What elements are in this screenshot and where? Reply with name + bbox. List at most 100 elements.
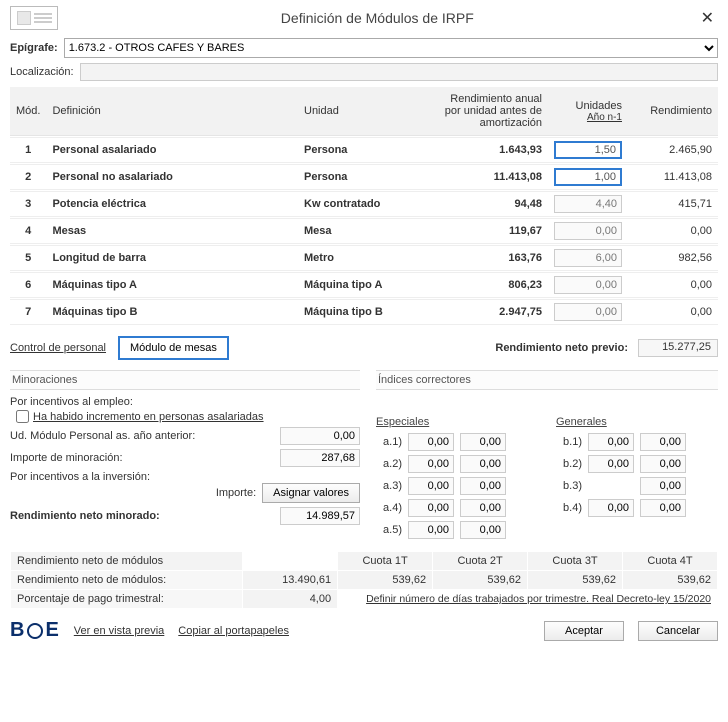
mod-unidades-input[interactable] (554, 276, 622, 294)
rn-modulos-label: Rendimiento neto de módulos: (11, 571, 243, 590)
epigrafe-select[interactable]: 1.673.2 - OTROS CAFES Y BARES (64, 38, 718, 58)
index-val2[interactable] (640, 433, 686, 451)
localizacion-input[interactable] (80, 63, 718, 81)
index-row: a.2) (376, 455, 506, 473)
index-val2[interactable] (460, 499, 506, 517)
index-val1[interactable] (588, 499, 634, 517)
mod-def: Potencia eléctrica (46, 191, 298, 217)
col-unidades[interactable]: Unidades Año n-1 (548, 87, 628, 136)
mod-rend: 982,56 (628, 245, 718, 271)
mod-unidades-input[interactable] (554, 222, 622, 240)
mod-unidad: Metro (298, 245, 428, 271)
aceptar-button[interactable]: Aceptar (544, 621, 624, 641)
col-definicion: Definición (46, 87, 298, 136)
boe-logo[interactable]: BE (10, 619, 60, 642)
indices-title: Índices correctores (376, 370, 718, 390)
mod-unidad: Persona (298, 164, 428, 190)
index-val2[interactable] (460, 433, 506, 451)
asignar-valores-button[interactable]: Asignar valores (262, 483, 360, 503)
index-val1[interactable] (588, 433, 634, 451)
index-val2[interactable] (460, 521, 506, 539)
pct-label: Porcentaje de pago trimestral: (11, 590, 243, 609)
copiar-link[interactable]: Copiar al portapapeles (178, 625, 289, 637)
mod-unidad: Mesa (298, 218, 428, 244)
index-val1[interactable] (588, 455, 634, 473)
chk-incremento-box[interactable] (16, 410, 29, 423)
control-personal-link[interactable]: Control de personal (10, 342, 106, 354)
cancelar-button[interactable]: Cancelar (638, 621, 718, 641)
mod-unidades-cell[interactable] (548, 164, 628, 190)
mod-unidades-input[interactable] (554, 303, 622, 321)
ud-modulo-input[interactable] (280, 427, 360, 445)
index-val1[interactable] (408, 521, 454, 539)
rn-modulos-value: 13.490,61 (243, 571, 338, 590)
index-row: a.1) (376, 433, 506, 451)
mod-num: 5 (10, 245, 46, 271)
col-rendimiento-anual: Rendimiento anual por unidad antes de am… (428, 87, 548, 136)
mod-unidades-cell[interactable] (548, 245, 628, 271)
table-row: 2Personal no asalariadoPersona11.413,081… (10, 164, 718, 190)
por-inversion-label: Por incentivos a la inversión: (10, 471, 360, 483)
cuota3-value: 539,62 (528, 571, 623, 590)
index-val2[interactable] (640, 477, 686, 495)
index-val2[interactable] (460, 455, 506, 473)
modulo-mesas-button[interactable]: Módulo de mesas (118, 336, 229, 360)
col-unidades-sub: Año n-1 (554, 112, 622, 123)
mod-def: Máquinas tipo A (46, 272, 298, 298)
mod-num: 7 (10, 299, 46, 325)
mod-rau: 2.947,75 (428, 299, 548, 325)
index-val1[interactable] (408, 499, 454, 517)
table-row: 4MesasMesa119,670,00 (10, 218, 718, 244)
table-row: 7Máquinas tipo BMáquina tipo B2.947,750,… (10, 299, 718, 325)
header-thumbnail-icon (10, 6, 58, 30)
mod-num: 1 (10, 137, 46, 163)
index-key: b.2) (556, 458, 582, 470)
index-val1[interactable] (408, 433, 454, 451)
mod-def: Personal no asalariado (46, 164, 298, 190)
table-row: 6Máquinas tipo AMáquina tipo A806,230,00 (10, 272, 718, 298)
index-val1[interactable] (408, 455, 454, 473)
especiales-title: Especiales (376, 416, 506, 428)
mod-rend: 0,00 (628, 299, 718, 325)
mod-rau: 94,48 (428, 191, 548, 217)
mod-unidades-cell[interactable] (548, 272, 628, 298)
index-row: b.1) (556, 433, 686, 451)
mod-unidades-cell[interactable] (548, 191, 628, 217)
rn-previo-label: Rendimiento neto previo: (495, 342, 628, 354)
epigrafe-label: Epígrafe: (10, 42, 58, 54)
index-key: b.3) (556, 480, 582, 492)
mod-def: Longitud de barra (46, 245, 298, 271)
cuota2-value: 539,62 (433, 571, 528, 590)
mod-def: Mesas (46, 218, 298, 244)
mod-unidades-cell[interactable] (548, 137, 628, 163)
chk-incremento[interactable]: Ha habido incremento en personas asalari… (16, 410, 360, 423)
generales-title: Generales (556, 416, 686, 428)
mod-unidades-input[interactable] (554, 141, 622, 159)
index-val2[interactable] (640, 499, 686, 517)
close-icon[interactable]: ✕ (697, 8, 718, 28)
importe-min-input[interactable] (280, 449, 360, 467)
cuota3-head: Cuota 3T (528, 552, 623, 571)
mod-unidades-input[interactable] (554, 168, 622, 186)
index-val2[interactable] (460, 477, 506, 495)
index-row: a.3) (376, 477, 506, 495)
mod-unidades-cell[interactable] (548, 299, 628, 325)
ver-vista-previa-link[interactable]: Ver en vista previa (74, 625, 165, 637)
cuota1-head: Cuota 1T (338, 552, 433, 571)
col-unidades-label: Unidades (576, 100, 622, 112)
mod-unidad: Persona (298, 137, 428, 163)
mod-unidades-input[interactable] (554, 249, 622, 267)
rn-minorado-label: Rendimiento neto minorado: (10, 510, 274, 522)
mod-rau: 1.643,93 (428, 137, 548, 163)
importe-label: Importe: (10, 487, 256, 499)
mod-unidades-cell[interactable] (548, 218, 628, 244)
trimestre-link[interactable]: Definir número de días trabajados por tr… (366, 593, 711, 605)
mod-unidades-input[interactable] (554, 195, 622, 213)
rn-minorado-value (280, 507, 360, 525)
index-val1[interactable] (408, 477, 454, 495)
table-row: 1Personal asalariadoPersona1.643,932.465… (10, 137, 718, 163)
importe-min-label: Importe de minoración: (10, 452, 274, 464)
index-row: b.2) (556, 455, 686, 473)
mod-rend: 0,00 (628, 218, 718, 244)
index-val2[interactable] (640, 455, 686, 473)
